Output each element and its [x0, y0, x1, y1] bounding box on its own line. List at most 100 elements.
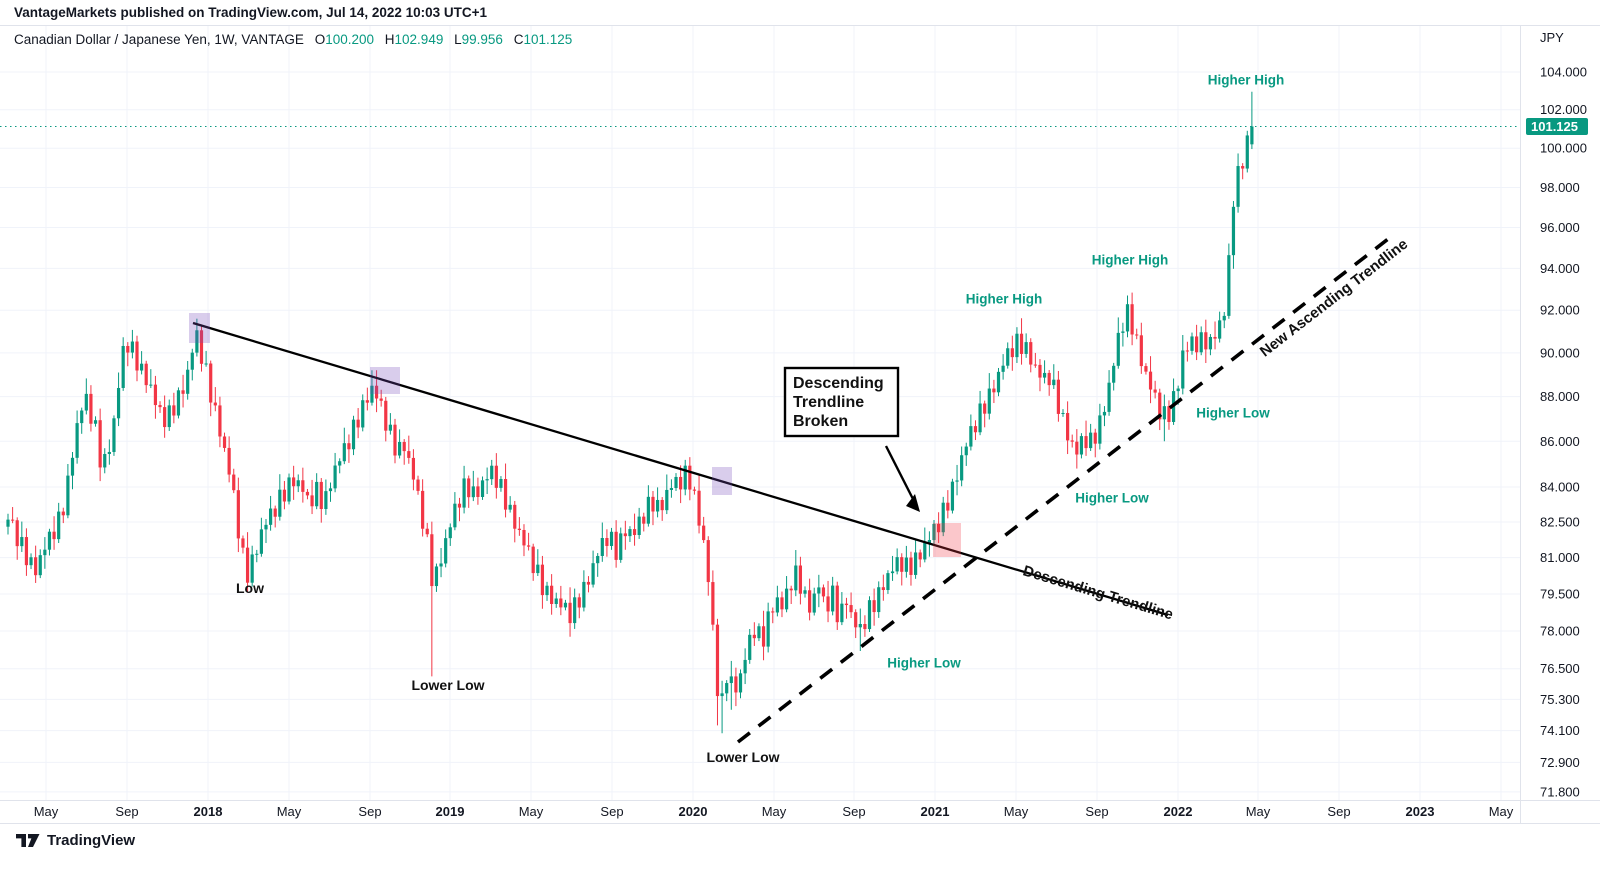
symbol-title-row[interactable]: Canadian Dollar / Japanese Yen, 1W, VANT… — [14, 32, 572, 47]
candle-body — [826, 596, 830, 612]
annotation-text: Higher High — [1208, 73, 1285, 88]
candle-body — [402, 441, 406, 452]
candle-body — [789, 588, 793, 591]
price-tick-label: 94.000 — [1540, 261, 1580, 276]
candle-body — [1185, 350, 1189, 352]
time-tick-label: May — [1489, 804, 1514, 819]
candle-body — [1089, 432, 1093, 449]
candle-body — [702, 525, 706, 541]
candle-body — [550, 585, 554, 604]
candle-body — [153, 384, 158, 406]
candle-body — [1227, 255, 1231, 316]
time-tick-label: Sep — [1327, 804, 1350, 819]
candle-body — [1250, 126, 1254, 145]
price-tick-label: 88.000 — [1540, 389, 1580, 404]
time-tick-label: May — [34, 804, 59, 819]
candle-body — [121, 345, 125, 388]
price-tick-label: 84.000 — [1540, 479, 1580, 494]
candle-body — [683, 465, 687, 490]
candle-body — [1042, 372, 1047, 378]
candle-body — [1130, 304, 1134, 335]
candle-body — [1056, 379, 1060, 414]
candle-body — [794, 565, 798, 591]
candle-body — [1190, 336, 1194, 351]
candle-body — [278, 489, 282, 517]
price-tick-label: 90.000 — [1540, 345, 1580, 360]
last-price-badge — [1526, 117, 1588, 135]
candle-body — [282, 489, 287, 502]
candle-body — [642, 516, 646, 524]
candle-body — [421, 490, 425, 529]
trendlines-layer — [192, 234, 1394, 744]
candle-body — [70, 457, 75, 476]
candle-body — [1208, 336, 1213, 350]
candle-body — [411, 457, 416, 480]
candle-body — [1121, 331, 1125, 333]
annotation-text: Descending Trendline — [1021, 562, 1175, 623]
candle-body — [651, 496, 655, 512]
candle-body — [176, 390, 181, 416]
candle-body — [697, 490, 701, 526]
candle-body — [660, 499, 664, 511]
price-axis[interactable]: JPY 104.000 102.000 100.000 98.000 96.000 94.0… — [1526, 30, 1588, 799]
candle-body — [1144, 366, 1148, 372]
candle-body — [305, 491, 310, 496]
time-tick-label: Sep — [842, 804, 865, 819]
candle-body — [351, 419, 356, 450]
price-tick-label: 72.900 — [1540, 755, 1580, 770]
candle-body — [1102, 411, 1107, 416]
candle-body — [245, 547, 250, 583]
candle-body — [835, 585, 839, 623]
callout-line: Trendline — [793, 394, 864, 411]
time-tick-label: 2018 — [194, 804, 223, 819]
candle-body — [623, 533, 627, 537]
candle-body — [181, 390, 185, 394]
candle-body — [29, 557, 33, 566]
candle-body — [720, 693, 724, 697]
candle-body — [172, 405, 176, 416]
highlight-box-touch-3 — [712, 467, 732, 495]
candle-body — [600, 538, 604, 556]
tradingview-attribution[interactable]: TradingView — [16, 832, 135, 849]
candle-body — [1213, 336, 1217, 339]
candle-body — [11, 519, 15, 521]
annotation-text: Higher Low — [1196, 406, 1270, 421]
candle-body — [669, 488, 674, 490]
candle-body — [149, 384, 153, 386]
price-tick-label: 75.300 — [1540, 692, 1580, 707]
callout-arrow-line — [884, 445, 917, 504]
price-tick-label: 96.000 — [1540, 220, 1580, 235]
descending-trendline[interactable] — [192, 321, 1169, 617]
time-tick-label: May — [1004, 804, 1029, 819]
candle-body — [923, 543, 927, 560]
candle-body — [167, 405, 171, 428]
candle-body — [130, 341, 134, 353]
candle-body — [692, 489, 697, 491]
candle-body — [1047, 372, 1051, 386]
annotation-text: Higher High — [1092, 253, 1169, 268]
candle-body — [1167, 406, 1171, 422]
time-axis[interactable]: May Sep 2018 May Sep 2019 May Sep 2020 May Sep 2021… — [34, 804, 1514, 819]
candle-body — [761, 626, 766, 647]
candle-body — [854, 612, 858, 628]
candle-body — [374, 385, 379, 399]
candle-body — [895, 557, 899, 572]
candle-body — [430, 534, 434, 587]
time-tick-label: 2023 — [1406, 804, 1435, 819]
time-tick-label: May — [1246, 804, 1271, 819]
candle-body — [798, 565, 803, 594]
ohlc-high: H102.949 — [384, 32, 444, 47]
candle-body — [540, 564, 545, 596]
annotation-text: Higher High — [966, 292, 1043, 307]
price-tick-label: 76.500 — [1540, 661, 1580, 676]
candle-body — [513, 504, 517, 529]
annotation-text: Lower Low — [706, 749, 779, 765]
candle-body — [163, 407, 167, 428]
candle-body — [1070, 440, 1074, 442]
candle-body — [531, 546, 535, 574]
candle-body — [679, 476, 683, 490]
new-ascending-trendline[interactable] — [736, 234, 1394, 744]
candle-body — [766, 611, 770, 647]
highlight-box-touch-1 — [189, 313, 210, 343]
